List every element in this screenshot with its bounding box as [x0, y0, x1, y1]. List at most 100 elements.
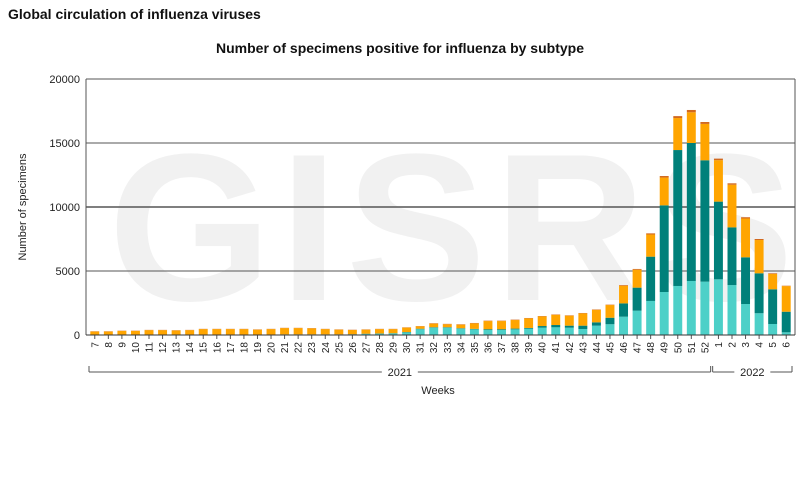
bar-segment-light-teal: [564, 327, 574, 335]
bar-segment-dark-teal: [741, 257, 751, 305]
bar-segment-orange: [483, 321, 493, 330]
x-tick-label: 19: [253, 342, 264, 354]
x-tick-label: 30: [402, 342, 413, 354]
bar-segment-dark-teal: [415, 328, 425, 330]
bar-segment-orange: [429, 323, 439, 328]
bar-segment-dark-orange: [754, 239, 764, 241]
bar-segment-orange: [225, 329, 235, 335]
x-tick-label: 44: [592, 342, 603, 354]
bar-segment-orange: [686, 112, 696, 143]
bar-segment-dark-teal: [537, 326, 547, 328]
bar-segment-orange: [510, 320, 520, 329]
bar-segment-dark-orange: [619, 285, 629, 286]
bar-segment-light-teal: [469, 329, 479, 335]
bar-segment-orange: [347, 330, 357, 335]
bar-segment-dark-orange: [673, 116, 683, 119]
bar-segment-orange: [741, 218, 751, 258]
x-tick-label: 46: [619, 342, 630, 354]
x-tick-label: 38: [511, 342, 522, 354]
bar-segment-orange: [632, 269, 642, 288]
bar-segment-dark-teal: [510, 328, 520, 330]
bar-segment-orange: [171, 330, 181, 335]
x-tick-label: 17: [226, 342, 237, 354]
x-tick-label: 15: [199, 342, 210, 354]
bar-segment-dark-teal: [700, 160, 710, 282]
bar-segment-light-teal: [605, 324, 615, 335]
bar-segment-orange: [700, 123, 710, 161]
x-tick-label: 18: [239, 342, 250, 354]
bar-segment-light-teal: [402, 332, 412, 335]
x-tick-label: 32: [429, 342, 440, 354]
bar-segment-dark-teal: [713, 201, 723, 280]
bar-segment-dark-teal: [659, 205, 669, 292]
y-tick-label: 5000: [56, 266, 80, 278]
x-tick-label: 8: [104, 342, 115, 348]
bar-segment-orange: [361, 329, 371, 334]
x-tick-label: 45: [605, 342, 616, 354]
x-tick-label: 24: [321, 342, 332, 354]
bar-segment-dark-teal: [456, 328, 466, 329]
bar-segment-light-teal: [700, 281, 710, 335]
bar-segment-orange: [497, 321, 506, 330]
bar-segment-orange: [537, 316, 547, 327]
bar-segment-light-teal: [591, 325, 601, 335]
bar-segment-orange: [158, 330, 168, 335]
bar-segment-light-teal: [754, 313, 764, 335]
x-tick-label: 20: [267, 342, 278, 354]
bar-segment-orange: [754, 240, 764, 274]
bar-segment-light-teal: [551, 327, 561, 335]
x-tick-label: 3: [741, 342, 752, 348]
bar-segment-orange: [280, 328, 290, 335]
bar-segment-orange: [117, 330, 127, 335]
bar-segment-dark-teal: [578, 325, 588, 329]
x-tick-label: 22: [294, 342, 305, 354]
bar-segment-light-teal: [375, 333, 384, 335]
bar-segment-dark-teal: [673, 150, 683, 286]
bar-segment-orange: [673, 118, 683, 151]
x-tick-label: 6: [782, 342, 793, 348]
bar-segment-dark-teal: [605, 317, 615, 325]
bar-segment-orange: [524, 318, 534, 328]
bar-segment-orange: [239, 329, 249, 335]
bar-segment-dark-orange: [768, 273, 778, 274]
bar-segment-dark-teal: [429, 327, 439, 328]
bar-segment-dark-teal: [551, 325, 561, 328]
bar-segment-dark-teal: [686, 143, 696, 281]
bar-segment-light-teal: [741, 304, 751, 335]
bar-segment-orange: [442, 324, 452, 328]
bar-segment-orange: [578, 313, 588, 326]
bar-segment-orange: [103, 331, 113, 335]
bar-segment-orange: [375, 329, 384, 334]
bar-segment-dark-teal: [727, 227, 737, 286]
x-tick-label: 36: [483, 342, 494, 354]
bar-segment-dark-teal: [524, 327, 534, 329]
x-tick-label: 33: [443, 342, 454, 354]
page-title: Global circulation of influenza viruses: [8, 6, 261, 22]
bar-segment-orange: [646, 234, 656, 257]
bar-segment-light-teal: [456, 328, 466, 335]
x-tick-label: 14: [185, 342, 196, 354]
bar-segment-orange: [781, 286, 791, 312]
bar-segment-light-teal: [510, 329, 520, 335]
bar-segment-dark-orange: [659, 176, 669, 178]
bar-segment-light-teal: [646, 300, 656, 335]
bar-segment-dark-teal: [442, 327, 452, 328]
bar-segment-dark-orange: [632, 268, 642, 270]
bar-segment-orange: [185, 330, 195, 335]
bar-segment-orange: [388, 329, 398, 334]
bar-segment-dark-teal: [469, 328, 479, 330]
year-label: 2022: [740, 367, 764, 379]
bar-segment-orange: [266, 329, 276, 335]
x-tick-label: 49: [660, 342, 671, 354]
x-tick-label: 4: [755, 342, 766, 348]
bar-segment-light-teal: [442, 327, 452, 335]
bar-segment-light-teal: [483, 330, 493, 335]
bar-segment-dark-orange: [727, 183, 737, 185]
x-tick-label: 1: [714, 342, 725, 348]
bar-segment-orange: [198, 329, 208, 335]
bar-segment-light-teal: [768, 323, 778, 335]
x-tick-label: 29: [389, 342, 400, 354]
bar-segment-dark-orange: [700, 122, 710, 124]
x-tick-label: 51: [687, 342, 698, 354]
